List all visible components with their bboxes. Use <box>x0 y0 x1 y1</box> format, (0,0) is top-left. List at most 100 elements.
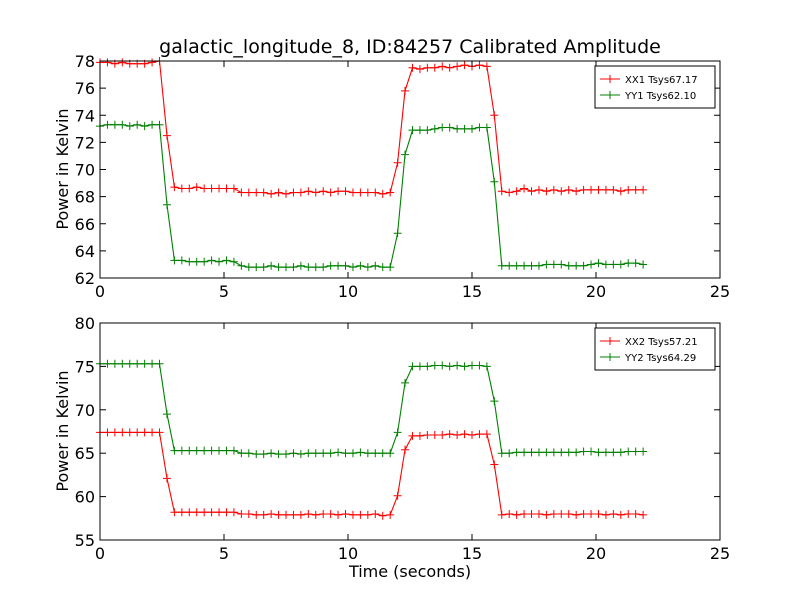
bottom-y-tick-label: 55 <box>75 531 95 550</box>
top-series-2-point <box>393 229 402 238</box>
top-series-1-point <box>482 62 491 71</box>
bottom-series-2-point <box>148 359 157 368</box>
top-series-1-point <box>259 188 268 197</box>
top-series-2-point <box>631 259 640 268</box>
top-series-1-point <box>334 187 343 196</box>
bottom-series-2-point <box>520 448 529 457</box>
top-series-2-point <box>587 260 596 269</box>
top-series-1-point <box>557 187 566 196</box>
top-series-1-point <box>378 189 387 198</box>
bottom-series-1-point <box>252 510 261 519</box>
bottom-series-2-point <box>282 450 290 459</box>
top-series-1-point <box>304 187 313 196</box>
bottom-series-2-point <box>557 448 566 457</box>
bottom-series-2-point <box>371 449 380 458</box>
top-series-2-point <box>103 120 112 129</box>
top-series-2-point <box>334 261 343 270</box>
bottom-series-1-point <box>267 509 276 518</box>
bottom-legend: XX2 Tsys57.21 YY2 Tsys64.29 <box>594 327 716 371</box>
bottom-series-1-point <box>401 445 410 454</box>
top-y-tick-label: 70 <box>75 161 95 180</box>
bottom-series-2-point <box>453 361 462 370</box>
bottom-series-1-point <box>512 510 521 519</box>
top-series-2-point <box>609 260 618 269</box>
bottom-series-1-point <box>601 510 610 519</box>
bottom-series-1-point <box>289 510 298 519</box>
bottom-series-2-point <box>133 359 142 368</box>
top-series-2-point <box>274 263 283 272</box>
bottom-series-2-point <box>386 449 395 458</box>
bottom-y-tick-label: 70 <box>75 401 95 420</box>
bottom-series-1-point <box>378 511 387 520</box>
top-series-2-point <box>624 259 633 268</box>
top-series-2-point <box>319 263 328 272</box>
bottom-series-1-point <box>140 428 149 437</box>
top-x-tick-label: 10 <box>338 282 358 301</box>
bottom-series-2-point <box>155 359 164 368</box>
bottom-series-2-point <box>304 449 313 458</box>
top-series-2-point <box>505 261 514 270</box>
top-series-1-point <box>244 188 253 197</box>
top-series-2-point <box>557 260 566 269</box>
bottom-series-2-point <box>393 428 402 437</box>
top-series-2-point <box>415 126 424 135</box>
bottom-series-1-point <box>482 430 491 439</box>
top-series-1-point <box>162 131 171 140</box>
top-series-1-point <box>460 61 469 70</box>
top-series-1-point <box>587 185 596 194</box>
bottom-series-2-point <box>192 446 201 455</box>
top-series-1-point <box>624 185 633 194</box>
top-series-1-point <box>326 188 335 197</box>
top-series-2-point <box>423 126 432 135</box>
bottom-series-1-point <box>527 509 536 518</box>
top-series-1-point <box>177 184 186 193</box>
top-series-1-point <box>282 189 290 198</box>
top-series-2-point <box>110 120 119 129</box>
bottom-series-2-point <box>348 449 357 458</box>
bottom-series-2-point <box>311 449 320 458</box>
bottom-x-tick-label: 20 <box>586 544 606 563</box>
bottom-series-2-point <box>549 448 558 457</box>
top-x-tick-label: 0 <box>95 282 105 301</box>
bottom-series-1-point <box>133 428 142 437</box>
bottom-series-1-point <box>363 510 372 519</box>
bottom-series-2-point <box>125 359 134 368</box>
top-series-1-point <box>356 188 365 197</box>
bottom-series-2-point <box>423 362 432 371</box>
top-plot: 0 5 10 15 20 25 62 64 66 68 70 72 74 76 78 XX1 Tsys67.1… <box>75 52 731 301</box>
bottom-y-tick-label: 80 <box>75 314 95 333</box>
top-series-2-point <box>125 122 134 131</box>
top-series-1-point <box>207 184 216 193</box>
top-x-tick-label: 25 <box>710 282 730 301</box>
bottom-series-2-point <box>222 446 231 455</box>
bottom-series-1-point <box>326 509 335 518</box>
top-x-tick-label: 5 <box>219 282 229 301</box>
bottom-series-1-point <box>237 509 246 518</box>
top-series-2-point <box>401 150 410 159</box>
bottom-series-2-point <box>296 450 305 459</box>
top-series-1-point <box>497 187 506 196</box>
top-y-tick-label: 64 <box>75 242 95 261</box>
bottom-series-1-point <box>460 430 469 439</box>
bottom-x-tick-label: 10 <box>338 544 358 563</box>
bottom-series-1-point <box>244 509 253 518</box>
top-series-1-point <box>222 184 231 193</box>
bottom-series-1-point <box>229 508 238 517</box>
bottom-series-1-point <box>497 510 506 519</box>
top-series-2-point <box>527 261 536 270</box>
top-series-1-point <box>572 187 581 196</box>
top-y-tick-label: 72 <box>75 133 95 152</box>
top-series-1-point <box>118 58 127 67</box>
bottom-series-1-point <box>587 509 596 518</box>
bottom-x-tick-label: 15 <box>462 544 482 563</box>
bottom-series-2-point <box>408 362 417 371</box>
top-series-1-point <box>579 185 588 194</box>
top-series-1-point <box>393 158 402 167</box>
bottom-series-1-point <box>311 510 320 519</box>
bottom-series-2-point <box>639 447 648 456</box>
bottom-y-axis-label: Power in Kelvin <box>53 370 72 491</box>
bottom-x-tick-label: 0 <box>95 544 105 563</box>
top-series-1-point <box>148 58 157 67</box>
top-series-1-point <box>430 63 439 72</box>
bottom-series-1-point <box>148 428 157 437</box>
